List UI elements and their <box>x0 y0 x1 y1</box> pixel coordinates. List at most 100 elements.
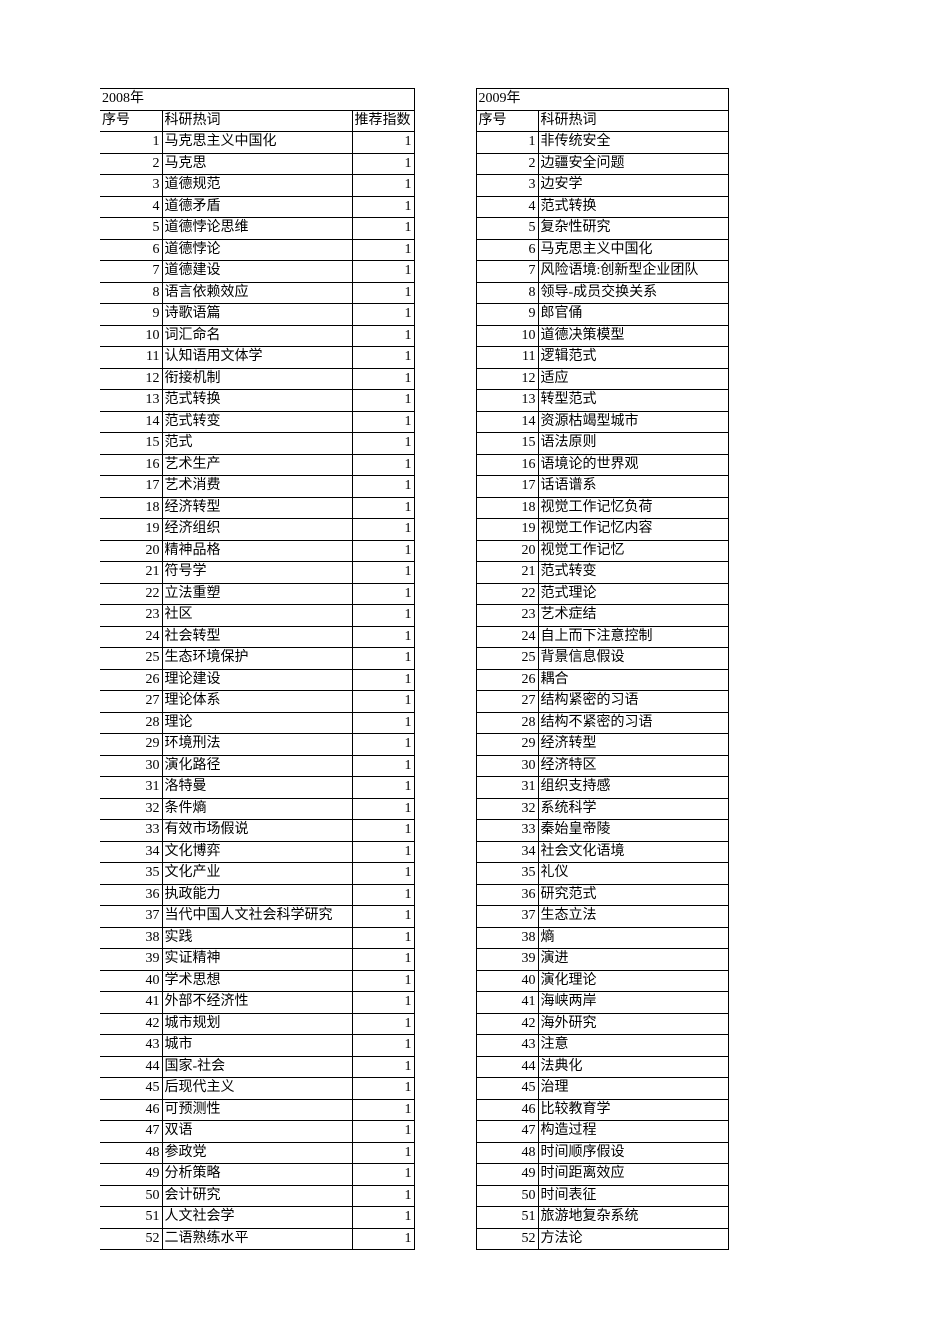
table-row: 45后现代主义145治理 <box>100 1078 728 1100</box>
term-cell: 旅游地复杂系统 <box>538 1207 728 1229</box>
term-cell: 熵 <box>538 927 728 949</box>
term-cell: 立法重塑 <box>162 583 352 605</box>
table-row: 18经济转型118视觉工作记忆负荷 <box>100 497 728 519</box>
seq-cell: 38 <box>100 927 162 949</box>
seq-cell: 51 <box>476 1207 538 1229</box>
table-row: 33有效市场假说133秦始皇帝陵 <box>100 820 728 842</box>
seq-cell: 16 <box>100 454 162 476</box>
gap-cell <box>414 1056 476 1078</box>
term-cell: 时间距离效应 <box>538 1164 728 1186</box>
score-cell: 1 <box>352 648 414 670</box>
score-cell: 1 <box>352 884 414 906</box>
seq-cell: 22 <box>476 583 538 605</box>
term-cell: 范式转变 <box>162 411 352 433</box>
page: 2008年 2009年 序号 科研热词 推荐指数 序号 科研热词 1马克思主义中… <box>0 0 945 1338</box>
term-cell: 理论 <box>162 712 352 734</box>
year-row-spacer <box>538 89 728 111</box>
term-cell: 视觉工作记忆负荷 <box>538 497 728 519</box>
seq-cell: 41 <box>100 992 162 1014</box>
term-cell: 道德建设 <box>162 261 352 283</box>
term-cell: 秦始皇帝陵 <box>538 820 728 842</box>
seq-cell: 33 <box>476 820 538 842</box>
gap-cell <box>414 1013 476 1035</box>
term-cell: 国家-社会 <box>162 1056 352 1078</box>
gap-cell <box>414 540 476 562</box>
gap-cell <box>414 648 476 670</box>
term-cell: 边疆安全问题 <box>538 153 728 175</box>
term-cell: 马克思主义中国化 <box>162 132 352 154</box>
seq-cell: 36 <box>476 884 538 906</box>
seq-cell: 30 <box>476 755 538 777</box>
term-cell: 会计研究 <box>162 1185 352 1207</box>
score-cell: 1 <box>352 755 414 777</box>
table-row: 34文化博弈134社会文化语境 <box>100 841 728 863</box>
score-cell: 1 <box>352 583 414 605</box>
term-cell: 领导-成员交换关系 <box>538 282 728 304</box>
score-cell: 1 <box>352 325 414 347</box>
term-cell: 礼仪 <box>538 863 728 885</box>
seq-cell: 7 <box>476 261 538 283</box>
table-row: 5道德悖论思维15复杂性研究 <box>100 218 728 240</box>
seq-cell: 47 <box>476 1121 538 1143</box>
seq-cell: 35 <box>100 863 162 885</box>
seq-cell: 49 <box>100 1164 162 1186</box>
table-row: 1马克思主义中国化11非传统安全 <box>100 132 728 154</box>
table-row: 6道德悖论16马克思主义中国化 <box>100 239 728 261</box>
seq-cell: 24 <box>100 626 162 648</box>
seq-cell: 33 <box>100 820 162 842</box>
term-cell: 学术思想 <box>162 970 352 992</box>
term-cell: 转型范式 <box>538 390 728 412</box>
seq-cell: 18 <box>100 497 162 519</box>
seq-cell: 46 <box>476 1099 538 1121</box>
score-cell: 1 <box>352 175 414 197</box>
score-cell: 1 <box>352 906 414 928</box>
table-row: 26理论建设126耦合 <box>100 669 728 691</box>
term-cell: 后现代主义 <box>162 1078 352 1100</box>
year-label-right: 2009年 <box>476 89 538 111</box>
gap-cell <box>414 218 476 240</box>
term-cell: 结构紧密的习语 <box>538 691 728 713</box>
seq-cell: 49 <box>476 1164 538 1186</box>
gap-cell <box>414 476 476 498</box>
seq-cell: 17 <box>476 476 538 498</box>
seq-cell: 18 <box>476 497 538 519</box>
seq-cell: 11 <box>476 347 538 369</box>
gap-cell <box>414 798 476 820</box>
gap-cell <box>414 992 476 1014</box>
gap-cell <box>414 1142 476 1164</box>
gap-cell <box>414 734 476 756</box>
term-cell: 范式理论 <box>538 583 728 605</box>
score-cell: 1 <box>352 239 414 261</box>
gap-cell <box>414 884 476 906</box>
table-row: 8语言依赖效应18领导-成员交换关系 <box>100 282 728 304</box>
table-row: 27理论体系127结构紧密的习语 <box>100 691 728 713</box>
term-cell: 参政党 <box>162 1142 352 1164</box>
gap-cell <box>414 1207 476 1229</box>
table-row: 15范式115语法原则 <box>100 433 728 455</box>
seq-cell: 3 <box>100 175 162 197</box>
seq-cell: 23 <box>100 605 162 627</box>
term-cell: 实践 <box>162 927 352 949</box>
term-cell: 范式 <box>162 433 352 455</box>
term-cell: 道德规范 <box>162 175 352 197</box>
term-cell: 精神品格 <box>162 540 352 562</box>
seq-cell: 30 <box>100 755 162 777</box>
gap-cell <box>414 820 476 842</box>
score-cell: 1 <box>352 1142 414 1164</box>
term-cell: 可预测性 <box>162 1099 352 1121</box>
score-cell: 1 <box>352 1078 414 1100</box>
score-cell: 1 <box>352 841 414 863</box>
table-row: 42城市规划142海外研究 <box>100 1013 728 1035</box>
seq-cell: 47 <box>100 1121 162 1143</box>
gap-cell <box>414 863 476 885</box>
seq-cell: 21 <box>100 562 162 584</box>
table-row: 36执政能力136研究范式 <box>100 884 728 906</box>
term-cell: 执政能力 <box>162 884 352 906</box>
seq-cell: 6 <box>476 239 538 261</box>
table-row: 52二语熟练水平152方法论 <box>100 1228 728 1250</box>
gap-cell <box>414 325 476 347</box>
seq-cell: 40 <box>100 970 162 992</box>
seq-cell: 14 <box>100 411 162 433</box>
score-cell: 1 <box>352 196 414 218</box>
seq-cell: 15 <box>476 433 538 455</box>
